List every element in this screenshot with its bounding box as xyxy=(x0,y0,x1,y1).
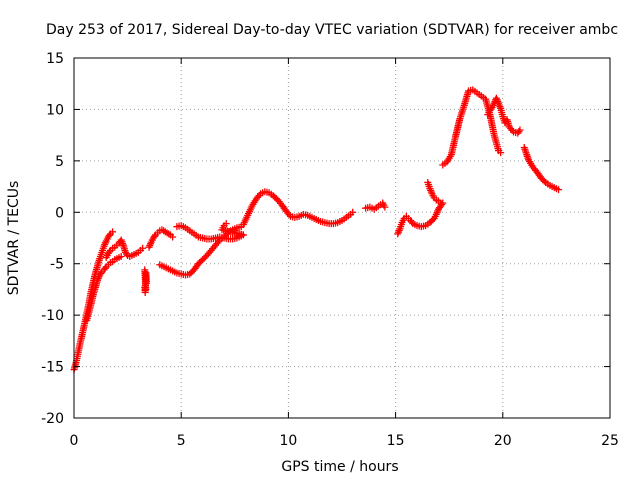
x-tick-label: 5 xyxy=(177,433,186,449)
y-tick-label: -20 xyxy=(41,411,64,427)
y-tick-label: -10 xyxy=(41,308,64,324)
series-track-14 xyxy=(520,143,563,194)
data-point xyxy=(139,244,147,252)
series-track-5 xyxy=(145,226,177,251)
x-axis-ticks: 0 5 10 15 20 25 xyxy=(70,58,619,449)
data-point xyxy=(105,231,113,239)
y-tick-label: 5 xyxy=(55,154,64,170)
data-point xyxy=(97,269,105,277)
data-point xyxy=(169,233,177,241)
series-track-7 xyxy=(173,220,247,243)
data-point xyxy=(540,177,548,185)
data-point xyxy=(437,199,445,207)
series-track-3 xyxy=(102,236,147,262)
data-point xyxy=(109,228,117,236)
y-tick-label: -5 xyxy=(50,257,64,273)
data-point xyxy=(487,105,495,113)
data-point xyxy=(142,285,150,293)
series-track-13 xyxy=(484,94,524,137)
data-point xyxy=(497,149,505,157)
x-tick-label: 20 xyxy=(494,433,512,449)
series-track-1 xyxy=(70,228,117,374)
data-point xyxy=(381,203,389,211)
x-tick-label: 0 xyxy=(70,433,79,449)
chart-title: Day 253 of 2017, Sidereal Day-to-day VTE… xyxy=(46,22,618,38)
data-point xyxy=(117,253,125,261)
data-point xyxy=(555,186,563,194)
series-track-11 xyxy=(424,178,445,207)
data-point xyxy=(150,232,158,240)
data-series xyxy=(70,86,563,374)
series-track-4 xyxy=(141,266,150,297)
x-tick-label: 15 xyxy=(387,433,405,449)
data-point xyxy=(222,220,230,228)
y-axis-ticks: -20 -15 -10 -5 0 5 10 15 xyxy=(41,51,610,427)
data-point xyxy=(101,264,109,272)
x-tick-label: 10 xyxy=(279,433,297,449)
y-tick-label: 0 xyxy=(55,205,64,221)
series-track-6 xyxy=(156,223,245,279)
series-track-9 xyxy=(362,199,389,213)
series-track-2 xyxy=(83,253,125,324)
data-point xyxy=(515,128,523,136)
series-track-10 xyxy=(394,199,447,238)
series-track-8 xyxy=(239,188,357,229)
x-axis-label: GPS time / hours xyxy=(281,459,398,475)
x-tick-label: 25 xyxy=(601,433,619,449)
y-tick-label: 15 xyxy=(46,51,64,67)
y-tick-label: -15 xyxy=(41,360,64,376)
data-point xyxy=(105,248,113,256)
data-point xyxy=(438,201,446,209)
data-point xyxy=(516,126,524,134)
y-axis-label: SDTVAR / TECUs xyxy=(6,181,22,296)
y-tick-label: 10 xyxy=(46,102,64,118)
plot-frame xyxy=(73,57,611,419)
data-point xyxy=(349,208,357,216)
